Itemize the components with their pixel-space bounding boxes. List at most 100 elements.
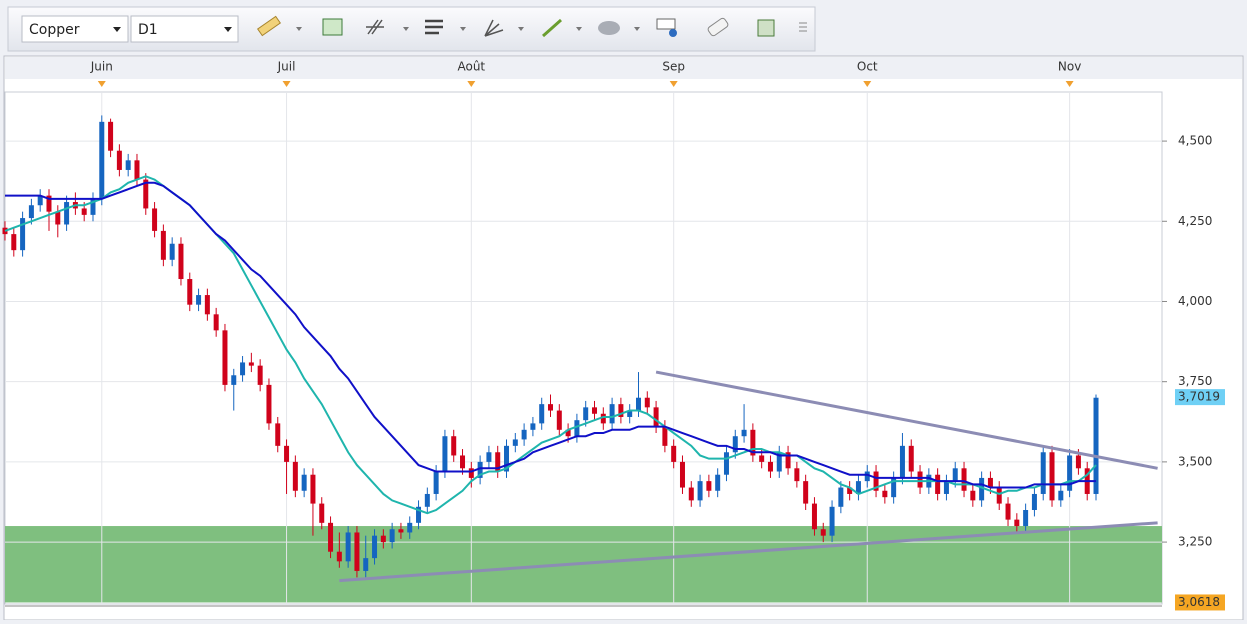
candle-body (398, 529, 404, 533)
ruler-icon[interactable] (256, 15, 282, 37)
fan-icon[interactable] (484, 19, 504, 37)
symbol-select[interactable]: Copper (21, 15, 129, 43)
candle-body (1014, 519, 1020, 527)
candle-body (433, 471, 439, 494)
candle-body (372, 535, 378, 559)
dropdown-arrow[interactable] (634, 27, 640, 31)
select-box[interactable] (130, 15, 239, 43)
candle-body (37, 195, 43, 206)
month-marker (467, 81, 476, 87)
candle-body (829, 506, 835, 536)
candle-body (504, 445, 510, 472)
candle-body (873, 471, 879, 491)
candle-body (723, 452, 729, 475)
candle-body (336, 551, 342, 562)
month-marker (863, 81, 872, 87)
candle-body (380, 535, 386, 543)
candle-body (671, 445, 677, 462)
candle-body (424, 493, 430, 507)
candle-body (750, 429, 756, 456)
eraser-icon[interactable] (707, 17, 729, 37)
ellipse-icon[interactable] (598, 21, 620, 35)
candle-body (741, 429, 747, 437)
candle-body (1023, 510, 1029, 527)
dropdown-arrow[interactable] (296, 27, 302, 31)
candle-body (618, 404, 624, 417)
trendline (655, 370, 1158, 470)
candle-body (635, 397, 641, 411)
candle-body (310, 474, 316, 504)
candle-body (776, 452, 782, 472)
candle-body (759, 455, 765, 462)
candle-body (407, 522, 413, 533)
image-icon[interactable] (322, 18, 343, 36)
menu-icon[interactable] (799, 22, 807, 32)
tree-icon[interactable] (757, 19, 775, 37)
lines-icon[interactable] (425, 19, 443, 35)
moving-average (5, 181, 1097, 489)
plot-area (4, 91, 1163, 605)
candle-body (231, 375, 237, 385)
y-tick-label: 3,250 (1178, 535, 1212, 549)
candle-body (1067, 455, 1073, 491)
candle-body (548, 404, 554, 411)
candle-body (28, 205, 34, 219)
text-icon[interactable] (656, 18, 676, 30)
candle-body (55, 211, 61, 225)
trendline (339, 521, 1158, 583)
month-marker (1065, 81, 1074, 87)
candle-body (1031, 493, 1037, 511)
candle-body (1005, 503, 1011, 520)
candle-body (864, 471, 870, 482)
candle-body (257, 365, 263, 385)
line-icon[interactable] (542, 18, 562, 38)
candle-body (116, 150, 122, 170)
toolbar-icons (256, 15, 807, 38)
dropdown-arrow[interactable] (576, 27, 582, 31)
candle-body (389, 529, 395, 543)
price-label: 3,0618 (1178, 595, 1220, 609)
candle-body (996, 487, 1002, 504)
candle-body (363, 558, 369, 571)
candle-body (512, 439, 518, 446)
select-box[interactable] (21, 15, 129, 43)
dropdown-arrow (113, 27, 121, 32)
candle-body (688, 487, 694, 501)
dropdown-arrow[interactable] (460, 27, 466, 31)
candle-body (591, 407, 597, 414)
candle-body (899, 445, 905, 478)
candle-body (275, 423, 281, 446)
candle-body (108, 121, 114, 151)
candle-body (125, 160, 131, 170)
month-marker (97, 81, 106, 87)
dropdown-arrow (224, 27, 232, 32)
timeframe-select[interactable]: D1 (130, 15, 239, 43)
candle-body (292, 461, 298, 491)
candle-body (345, 532, 351, 562)
candle-body (627, 410, 633, 417)
candle-body (495, 452, 501, 472)
candle-body (240, 362, 246, 376)
candle-body (160, 230, 166, 260)
candle-body (1093, 397, 1099, 494)
y-tick-label: 4,500 (1178, 134, 1212, 148)
candle-body (187, 279, 193, 305)
candle-body (328, 522, 334, 552)
dropdown-arrow[interactable] (518, 27, 524, 31)
candle-body (732, 436, 738, 453)
candle-body (574, 420, 580, 437)
x-tick-label: Sep (662, 60, 685, 74)
candle-body (600, 413, 606, 424)
candle-body (152, 208, 158, 231)
candle-body (987, 477, 993, 488)
candle-body (248, 362, 254, 366)
dropdown-arrow[interactable] (403, 27, 409, 31)
candle-body (961, 468, 967, 491)
fibo-icon[interactable] (366, 19, 384, 35)
candle-body (486, 452, 492, 462)
candle-body (679, 461, 685, 488)
x-tick-label: Juin (90, 60, 113, 74)
candle-body (1075, 455, 1081, 469)
candle-body (943, 481, 949, 494)
